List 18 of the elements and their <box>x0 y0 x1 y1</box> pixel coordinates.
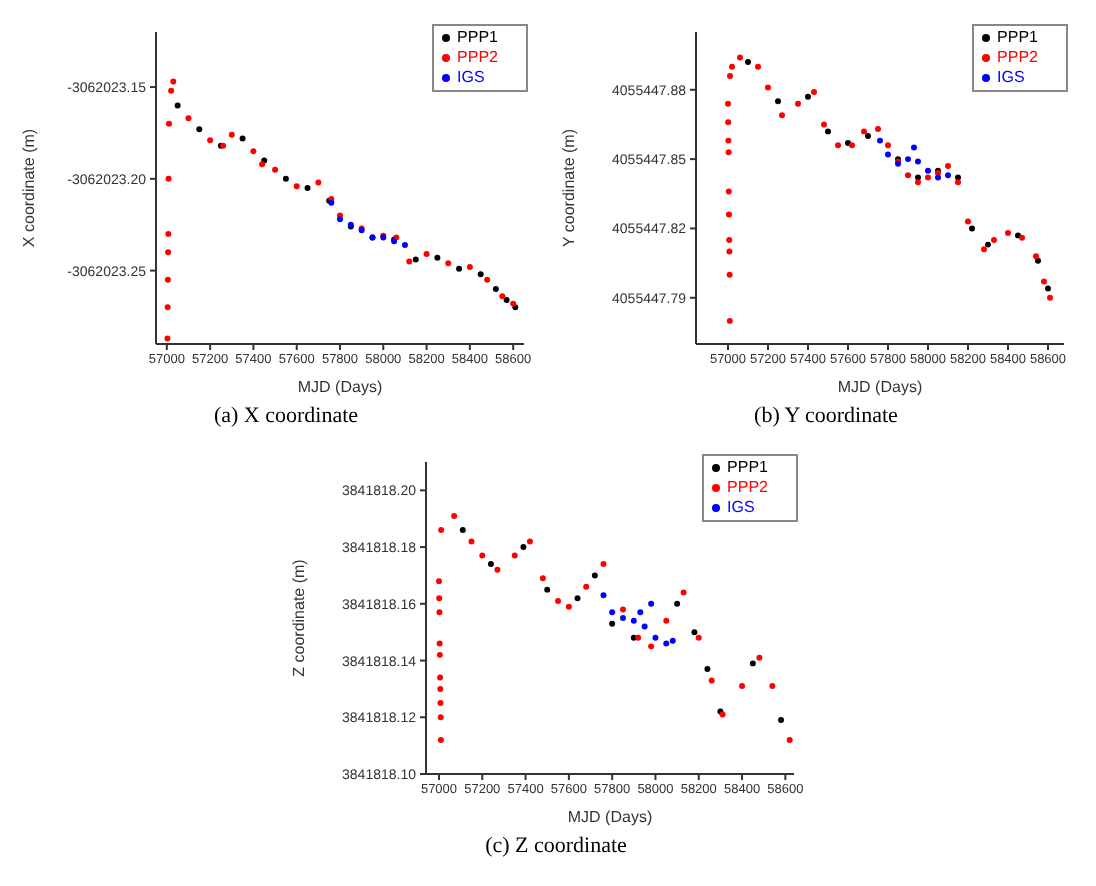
legend-label: PPP2 <box>997 48 1038 66</box>
x-axis-title: MJD (Days) <box>567 808 653 826</box>
legend-label: PPP2 <box>457 48 498 66</box>
y-axis-title: Z coordinate (m) <box>289 558 308 677</box>
text: (b) Y coordinate <box>752 404 900 428</box>
legend-label: IGS <box>727 498 755 516</box>
legend-label: IGS <box>997 68 1025 86</box>
x-axis-title: MJD (Days) <box>837 378 923 396</box>
legend-label: PPP2 <box>727 478 768 496</box>
text: (a) X coordinate <box>211 404 361 428</box>
legend-label: PPP1 <box>727 458 768 476</box>
x-axis-title: MJD (Days) <box>297 378 383 396</box>
legend-label: PPP1 <box>457 28 498 46</box>
y-axis-title: X coordinate (m) <box>19 128 38 248</box>
legend-label: IGS <box>457 68 485 86</box>
y-axis-title: Y coordinate (m) <box>559 128 578 247</box>
legend-label: PPP1 <box>997 28 1038 46</box>
text: (c) Z coordinate <box>483 834 629 858</box>
